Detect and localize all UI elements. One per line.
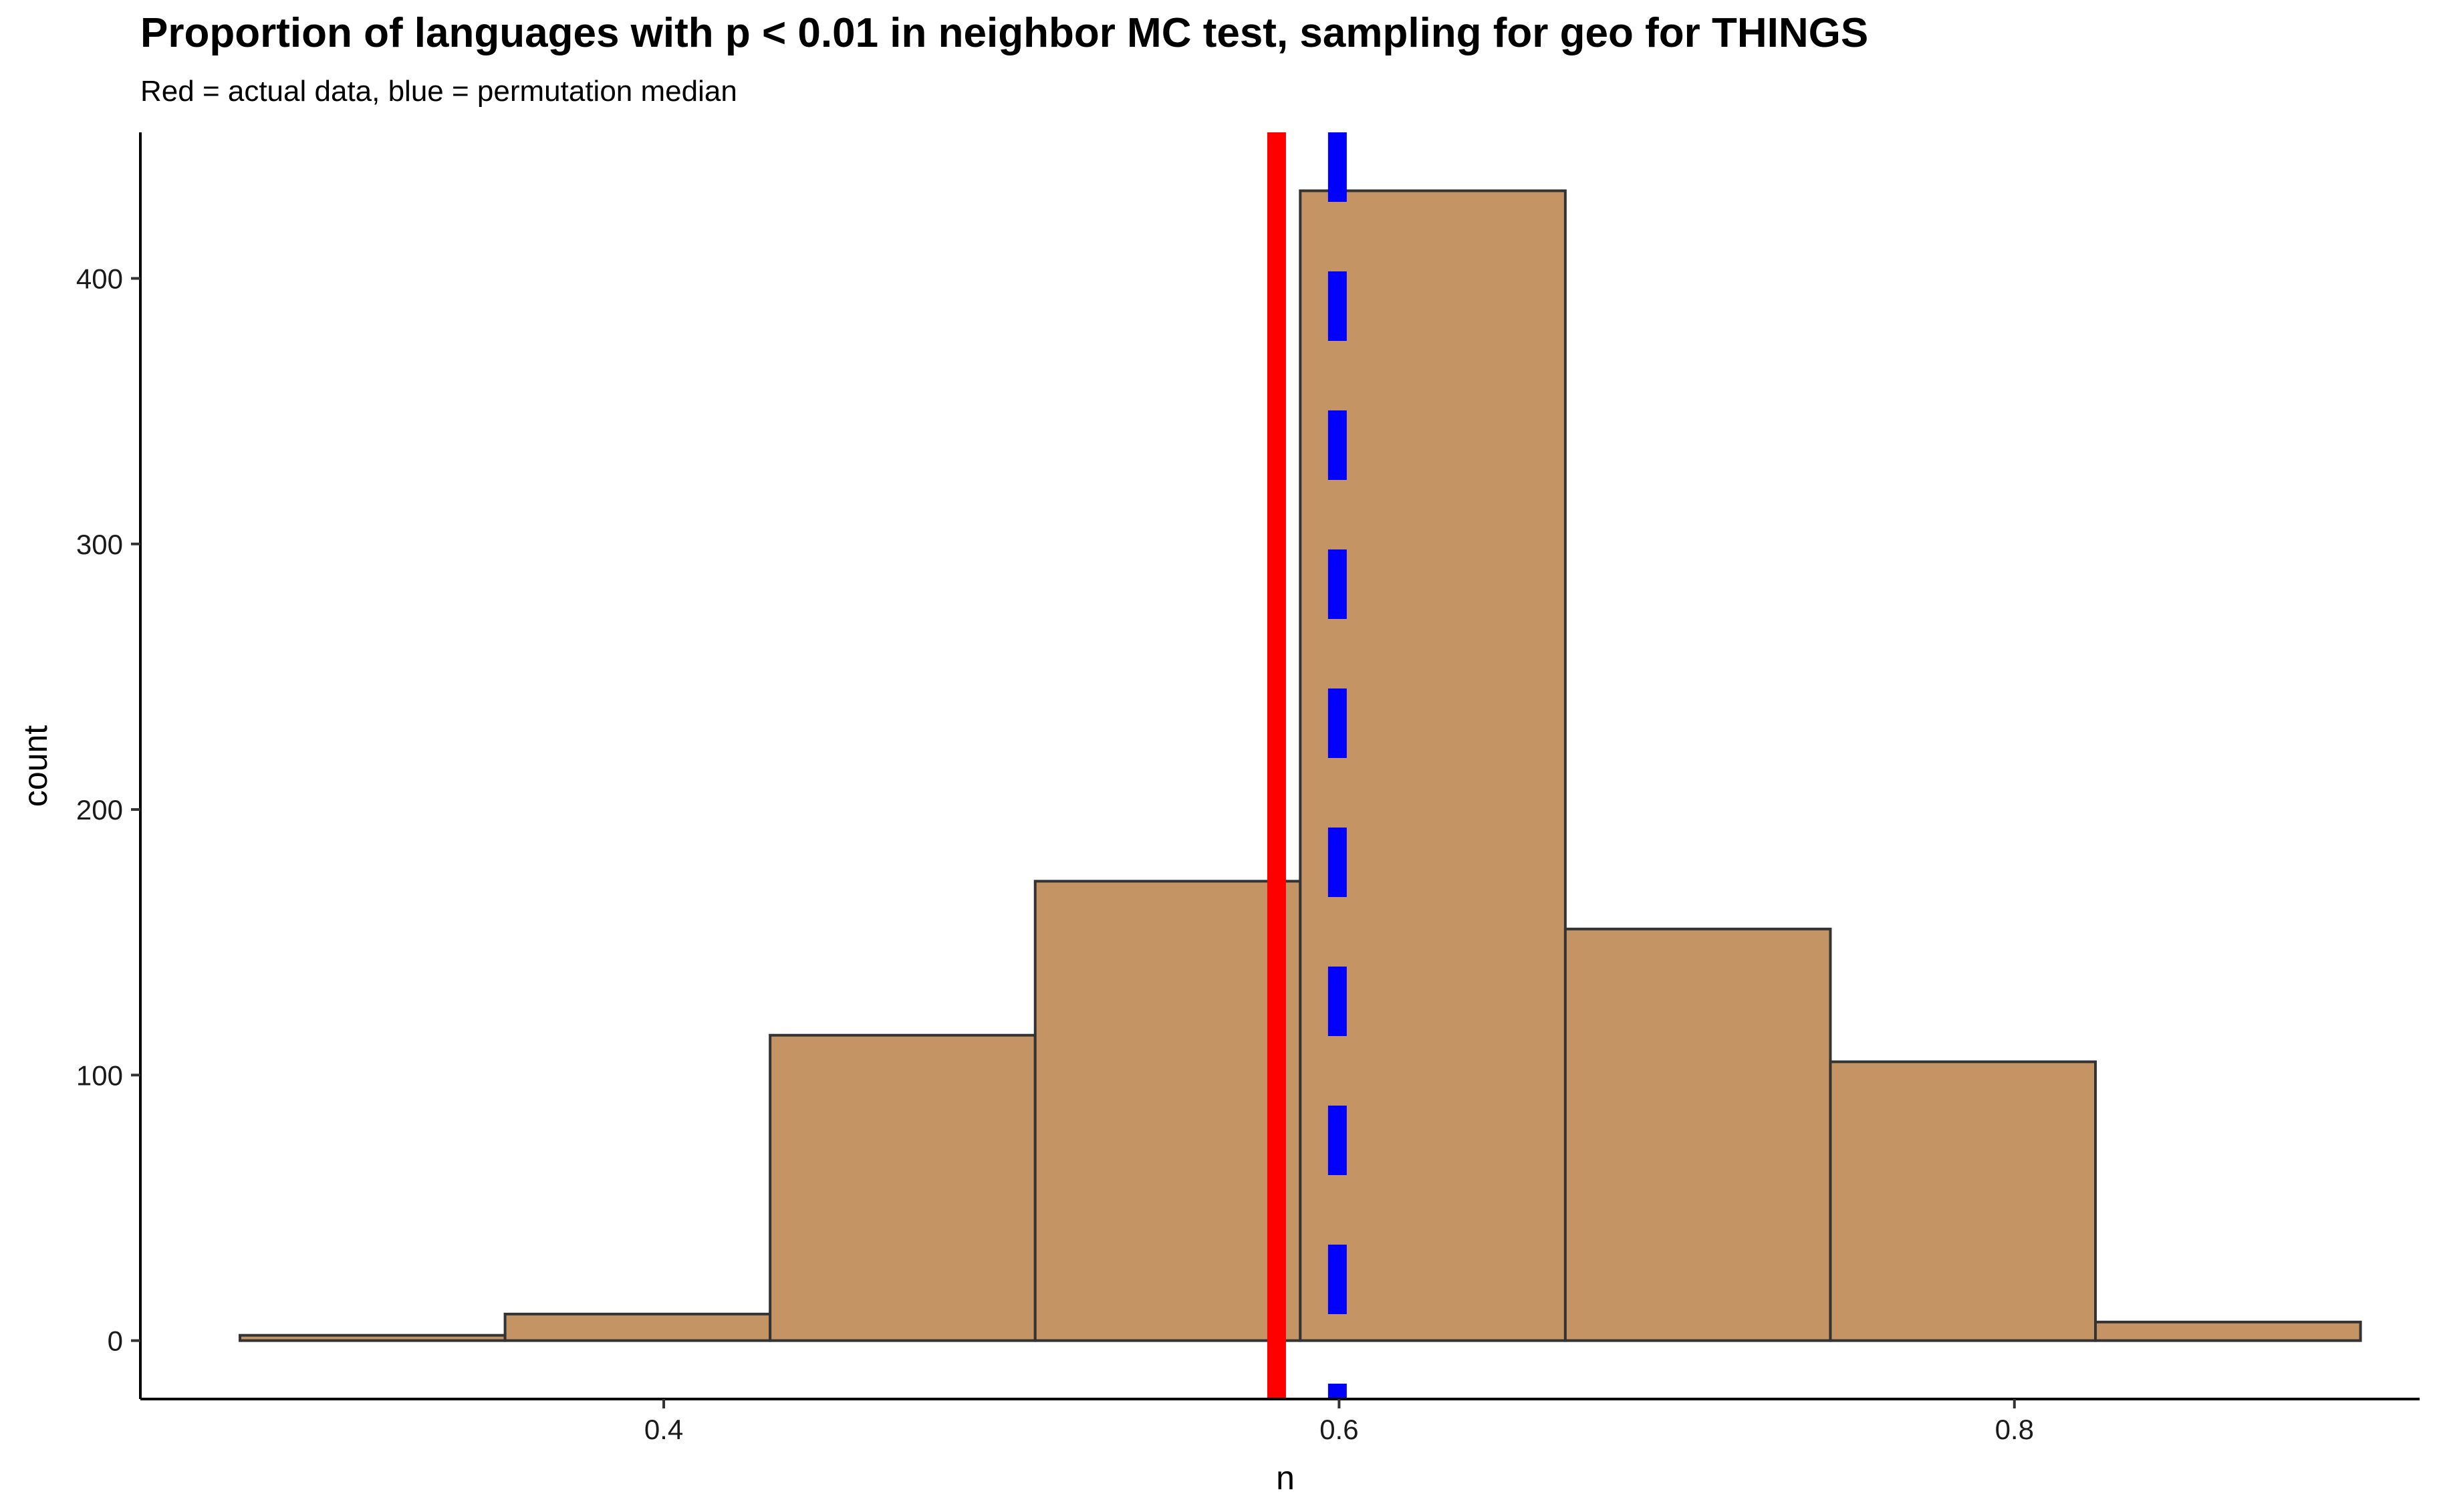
- reference-lines: [1267, 132, 1347, 1399]
- y-axis-ticks: 0 100 200 300 400: [76, 263, 140, 1357]
- histogram-bar-7: [2094, 1320, 2362, 1342]
- chart-subtitle: Red = actual data, blue = permutation me…: [140, 75, 737, 108]
- x-tick-label: 0.6: [1319, 1414, 1358, 1445]
- y-tick-label: 300: [76, 529, 123, 560]
- x-tick-label: 0.8: [1995, 1414, 2034, 1445]
- histogram-bar-0: [239, 1334, 507, 1342]
- histogram-bar-2: [769, 1033, 1037, 1342]
- x-axis-title: n: [1276, 1459, 1295, 1497]
- y-tick-label: 400: [76, 263, 123, 295]
- axes: [139, 132, 2420, 1400]
- histogram-bar-1: [503, 1312, 772, 1342]
- histogram-bar-5: [1563, 927, 1832, 1342]
- chart-title: Proportion of languages with p < 0.01 in…: [140, 10, 1869, 56]
- x-tick-label: 0.4: [644, 1414, 683, 1445]
- y-tick-label: 100: [76, 1059, 123, 1091]
- y-tick-label: 0: [108, 1326, 123, 1357]
- x-axis-ticks: 0.4 0.6 0.8: [644, 1399, 2034, 1445]
- y-axis-title: count: [17, 725, 54, 807]
- y-tick-label: 200: [76, 794, 123, 826]
- histogram-bar-6: [1829, 1060, 2097, 1342]
- histogram-bars: [239, 189, 2362, 1342]
- histogram-bar-3: [1033, 880, 1302, 1342]
